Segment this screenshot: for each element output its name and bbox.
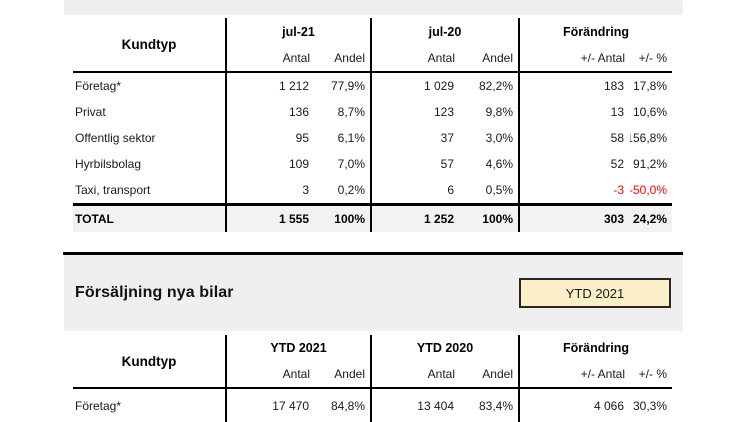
- value-cell: 58: [518, 125, 630, 151]
- value-cell: 13 404: [370, 389, 460, 422]
- value-cell: 91,2%: [632, 157, 667, 171]
- section-title: Försäljning nya bilar: [75, 284, 234, 301]
- value-cell: 0,2%: [337, 183, 365, 197]
- row-label: Företag*: [75, 398, 122, 413]
- subcolumn-header: Antal: [370, 361, 460, 387]
- total-rule: [73, 203, 672, 206]
- subcolumn-header: Andel: [482, 367, 513, 381]
- subcolumn-header: Antal: [225, 361, 315, 387]
- group-header: jul-21: [225, 18, 370, 45]
- subcolumn-header: +/- %: [638, 51, 667, 65]
- value-cell: 0,5%: [485, 183, 513, 197]
- value-cell: 183: [518, 73, 630, 99]
- value-cell: 37: [370, 125, 460, 151]
- value-cell: 4 066: [518, 389, 630, 422]
- row-label: Taxi, transport: [75, 183, 151, 197]
- section-divider: [63, 252, 683, 255]
- value-cell: 109: [225, 151, 315, 177]
- group-header: Förändring: [518, 335, 672, 361]
- value-cell: 6: [370, 177, 460, 203]
- value-cell: 7,0%: [337, 157, 365, 171]
- kundtyp-header: Kundtyp: [121, 353, 177, 369]
- value-cell: 156,8%: [630, 131, 667, 145]
- group-header: YTD 2020: [370, 335, 518, 361]
- kundtyp-header: Kundtyp: [121, 37, 177, 52]
- value-cell: 10,6%: [632, 105, 667, 119]
- total-value-cell: 24,2%: [630, 206, 672, 232]
- subcolumn-header: Andel: [334, 367, 365, 381]
- value-cell: 17 470: [225, 389, 315, 422]
- value-cell: 17,8%: [632, 79, 667, 93]
- value-cell: -3: [518, 177, 630, 203]
- total-value-cell: 1 555: [225, 206, 315, 232]
- total-value-cell: 100%: [460, 206, 518, 232]
- group-header: YTD 2021: [225, 335, 370, 361]
- total-label: TOTAL: [73, 206, 225, 232]
- subcolumn-header: +/- Antal: [518, 45, 630, 71]
- value-cell: 77,9%: [330, 79, 365, 93]
- row-label: Offentlig sektor: [75, 131, 156, 145]
- value-cell: 123: [370, 99, 460, 125]
- value-cell: 136: [225, 99, 315, 125]
- value-cell: 3: [225, 177, 315, 203]
- header-rule: [73, 387, 672, 389]
- subcolumn-header: +/- Antal: [518, 361, 630, 387]
- value-cell: 30,3%: [632, 398, 667, 413]
- value-cell: 1 212: [225, 73, 315, 99]
- ytd-sales-table: Kundtyp YTD 2021 YTD 2020 Förändring Antal An…: [73, 335, 672, 422]
- value-cell: 6,1%: [337, 131, 365, 145]
- value-cell: 84,8%: [330, 398, 365, 413]
- value-cell: 82,2%: [478, 79, 513, 93]
- total-value-cell: 1 252: [370, 206, 460, 232]
- value-cell: 57: [370, 151, 460, 177]
- sales-section-band: Försäljning nya bilar YTD 2021: [64, 255, 683, 331]
- row-label: Hyrbilsbolag: [75, 157, 142, 171]
- value-cell: 3,0%: [485, 131, 513, 145]
- value-cell: 13: [518, 99, 630, 125]
- subcolumn-header: Antal: [225, 45, 315, 71]
- group-header: Förändring: [518, 18, 672, 45]
- total-value-cell: 303: [518, 206, 630, 232]
- subcolumn-header: Andel: [482, 51, 513, 65]
- value-cell: 52: [518, 151, 630, 177]
- value-cell: 1 029: [370, 73, 460, 99]
- period-badge[interactable]: YTD 2021: [519, 278, 671, 308]
- row-label: Privat: [75, 105, 106, 119]
- row-label: Företag*: [75, 79, 122, 93]
- top-section-band: [64, 0, 683, 15]
- header-rule: [73, 71, 672, 73]
- value-cell: 4,6%: [485, 157, 513, 171]
- group-header: jul-20: [370, 18, 518, 45]
- value-cell: -50,0%: [630, 183, 667, 197]
- subcolumn-header: +/- %: [638, 367, 667, 381]
- value-cell: 9,8%: [485, 105, 513, 119]
- value-cell: 83,4%: [478, 398, 513, 413]
- value-cell: 95: [225, 125, 315, 151]
- total-value-cell: 100%: [315, 206, 370, 232]
- monthly-sales-table: Kundtyp jul-21 jul-20 Förändring Antal Andel A…: [73, 18, 672, 232]
- subcolumn-header: Antal: [370, 45, 460, 71]
- value-cell: 8,7%: [337, 105, 365, 119]
- subcolumn-header: Andel: [334, 51, 365, 65]
